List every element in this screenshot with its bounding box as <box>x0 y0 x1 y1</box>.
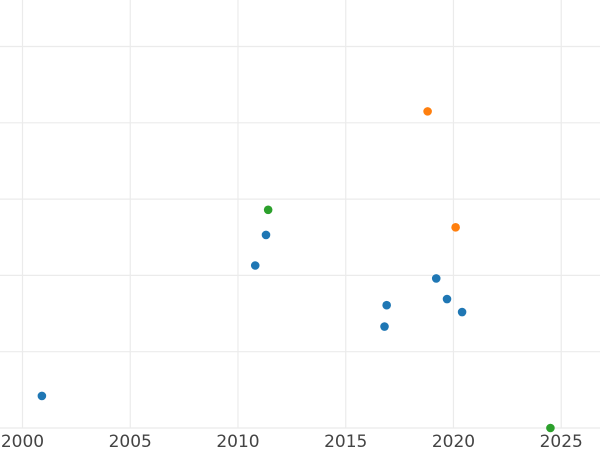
x-tick-label: 2015 <box>324 432 367 450</box>
data-point <box>423 107 432 116</box>
grid <box>0 0 600 429</box>
x-axis-ticks: 2000 2005 2010 2015 2020 2025 <box>1 432 583 450</box>
data-points <box>37 107 555 433</box>
data-point <box>380 322 389 331</box>
x-tick-label: 2000 <box>1 432 44 450</box>
data-point <box>457 307 467 317</box>
data-point <box>37 391 47 401</box>
x-tick-label: 2020 <box>432 432 475 450</box>
x-tick-label: 2005 <box>109 432 152 450</box>
data-point <box>431 274 441 283</box>
data-point <box>382 300 391 310</box>
data-point <box>451 223 460 232</box>
data-point <box>442 294 452 304</box>
x-tick-label: 2025 <box>540 432 583 450</box>
data-point <box>263 205 273 215</box>
data-point <box>250 261 260 270</box>
x-tick-label: 2010 <box>216 432 259 450</box>
data-point <box>546 423 555 433</box>
data-point <box>261 230 271 240</box>
